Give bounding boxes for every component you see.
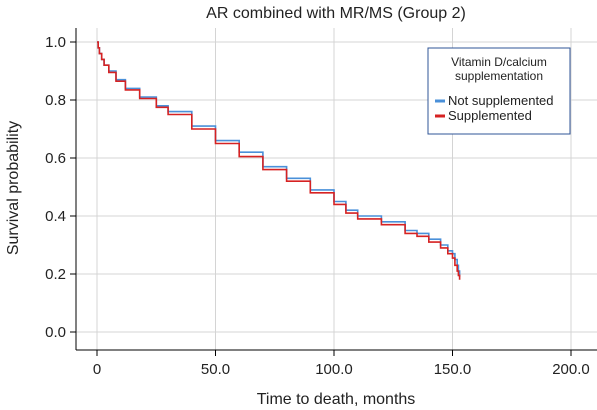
y-tick-label: 0.4 — [45, 208, 66, 225]
x-tick-label: 50.0 — [201, 361, 230, 378]
legend-entry: Not supplemented — [448, 93, 554, 108]
y-tick-label: 0.6 — [45, 150, 66, 167]
y-axis-label: Survival probability — [5, 121, 22, 255]
curve-not-supplemented — [97, 41, 461, 277]
x-tick-label: 0 — [93, 361, 101, 378]
x-tick-label: 100.0 — [315, 361, 353, 378]
axes — [70, 28, 597, 356]
y-tick-label: 0.2 — [45, 266, 66, 283]
y-tick-label: 0.8 — [45, 92, 66, 109]
y-tick-label: 1.0 — [45, 34, 66, 51]
x-tick-label: 150.0 — [434, 361, 472, 378]
legend-entry: Supplemented — [448, 108, 532, 123]
y-tick-label: 0.0 — [45, 324, 66, 341]
x-axis-label: Time to death, months — [257, 391, 416, 408]
curves — [97, 41, 461, 280]
legend-title: Vitamin D/calcium — [451, 55, 547, 69]
legend-title: supplementation — [455, 69, 543, 83]
tick-labels: 0 50.0 100.0 150.0 200.0 0.0 0.2 0.4 0.6 0.8 1.0 — [45, 34, 590, 378]
legend-box — [427, 47, 571, 135]
x-tick-label: 200.0 — [552, 361, 590, 378]
curve-supplemented — [97, 41, 461, 280]
chart-title: AR combined with MR/MS (Group 2) — [206, 5, 466, 22]
